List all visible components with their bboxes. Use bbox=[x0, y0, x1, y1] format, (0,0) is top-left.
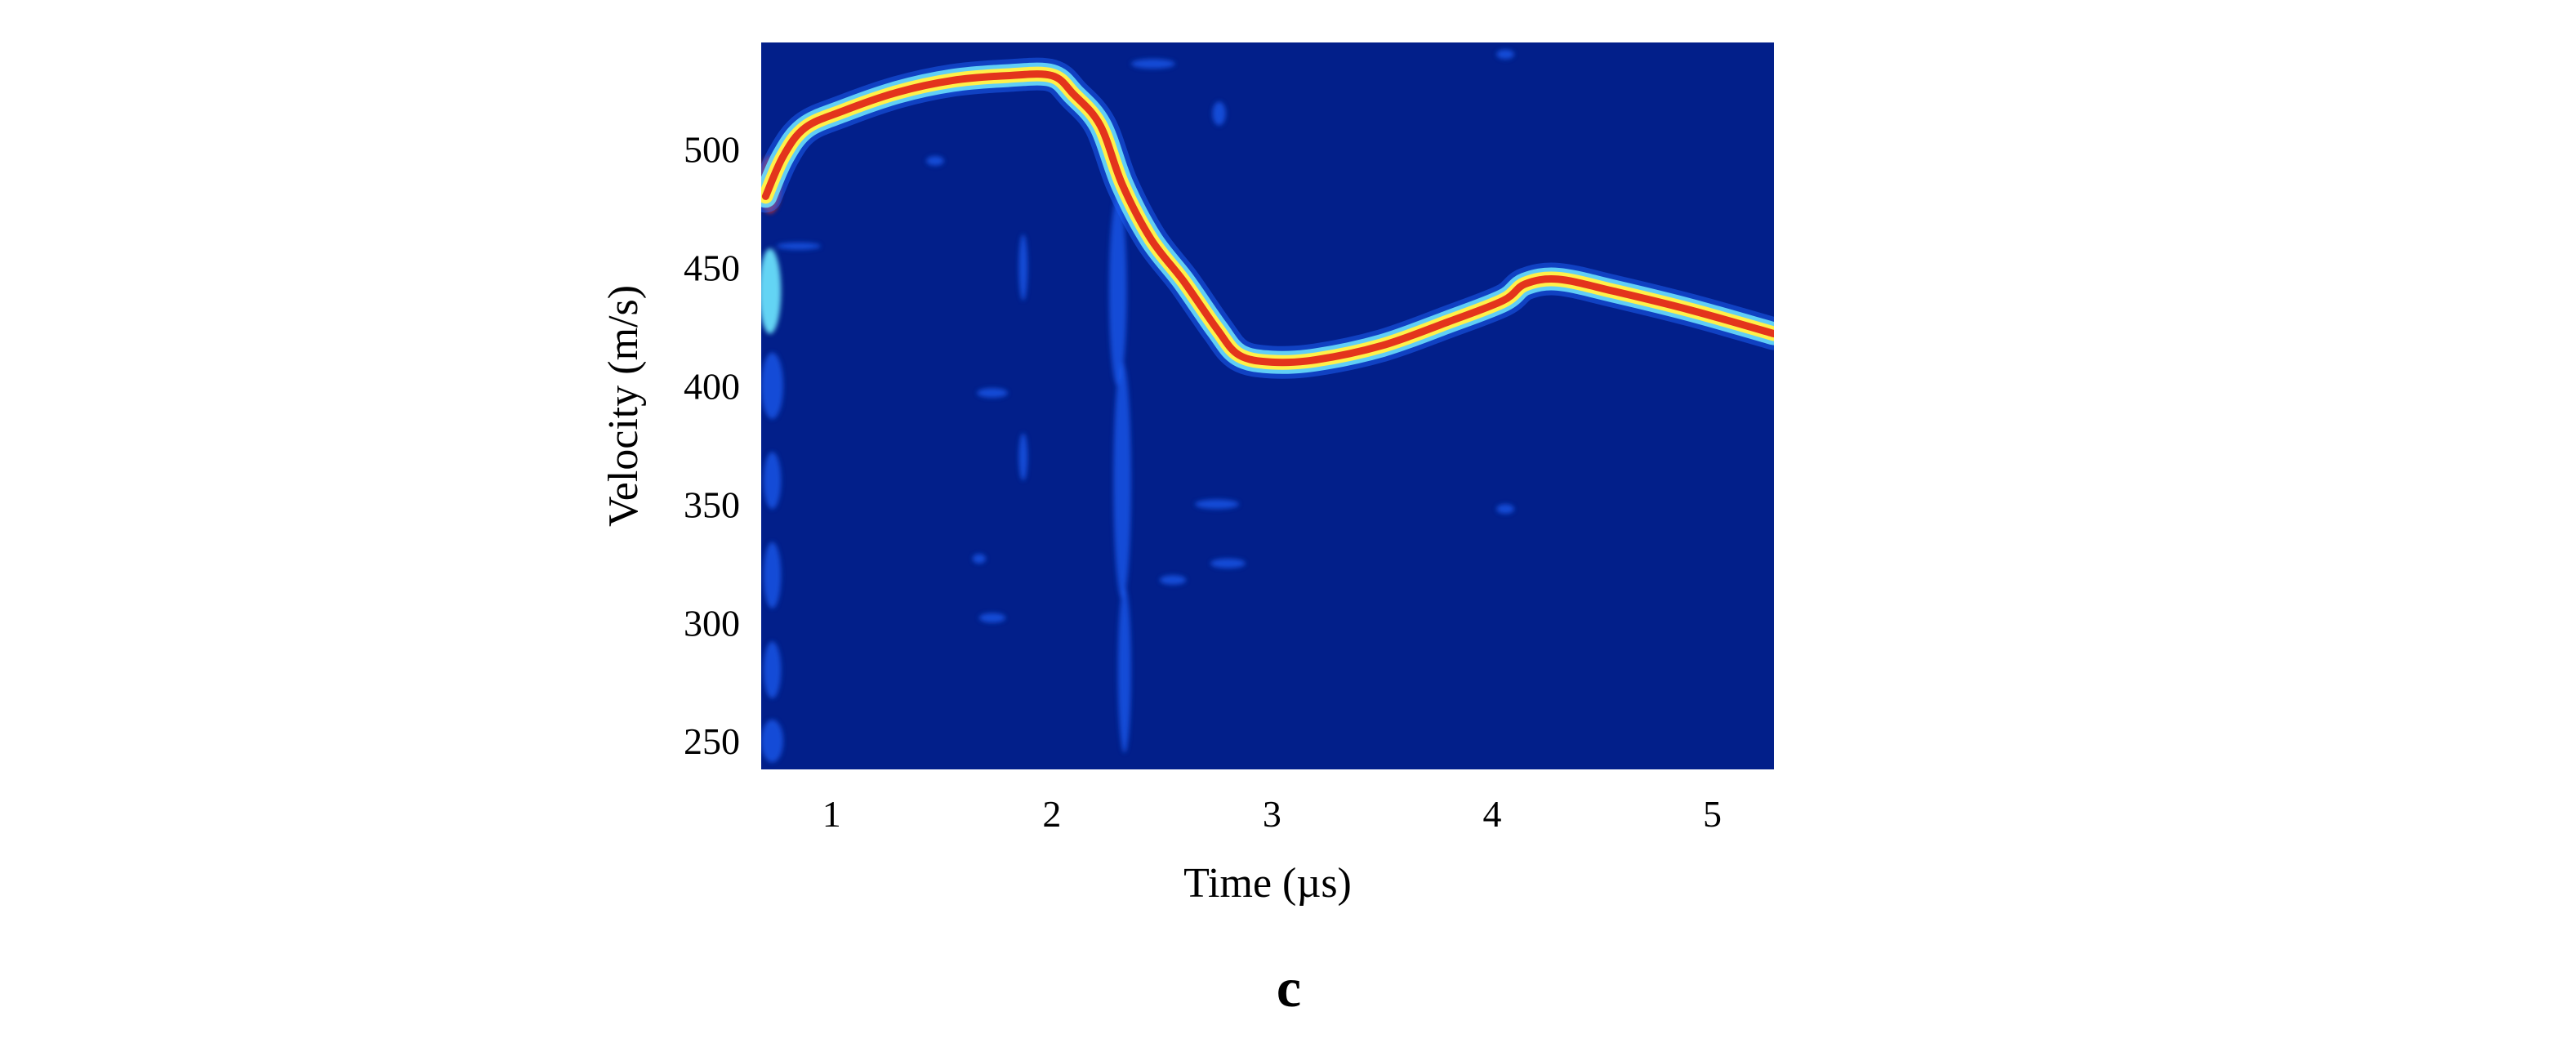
x-axis-ticks: 1 2 3 4 5 bbox=[822, 793, 1722, 835]
speckle-16 bbox=[1113, 362, 1131, 600]
x-tick-label-3: 4 bbox=[1482, 793, 1501, 835]
speckle-21 bbox=[1210, 558, 1246, 568]
y-tick-label-4: 450 bbox=[684, 247, 740, 288]
x-tick-label-1: 2 bbox=[1042, 793, 1061, 835]
speckle-12 bbox=[972, 554, 986, 564]
x-axis-label: Time (µs) bbox=[1183, 860, 1352, 907]
speckle-24 bbox=[1496, 49, 1514, 60]
speckle-4 bbox=[763, 542, 782, 608]
x-tick-label-4: 5 bbox=[1703, 793, 1722, 835]
y-tick-label-2: 350 bbox=[684, 484, 740, 525]
speckle-7 bbox=[776, 242, 821, 250]
speckle-19 bbox=[1159, 575, 1187, 585]
speckle-2 bbox=[761, 352, 783, 419]
speckle-9 bbox=[926, 156, 944, 166]
heatmap-background bbox=[761, 42, 1774, 769]
heatmap-ridge bbox=[761, 57, 1774, 379]
y-axis-label: Velocity (m/s) bbox=[600, 285, 647, 527]
panel-label: c bbox=[1277, 956, 1301, 1019]
y-tick-label-0: 250 bbox=[684, 720, 740, 762]
speckle-11 bbox=[978, 613, 1006, 623]
speckle-1 bbox=[761, 248, 782, 334]
y-tick-label-1: 300 bbox=[684, 602, 740, 644]
ridge-core-red bbox=[761, 70, 1774, 367]
x-tick-label-0: 1 bbox=[822, 793, 841, 835]
speckle-23 bbox=[1496, 504, 1514, 514]
speckle-3 bbox=[763, 452, 782, 510]
speckle-18 bbox=[1130, 59, 1175, 69]
speckle-6 bbox=[761, 720, 783, 763]
y-tick-label-3: 400 bbox=[684, 365, 740, 407]
speckle-10 bbox=[977, 388, 1008, 398]
x-tick-label-2: 3 bbox=[1263, 793, 1281, 835]
speckle-17 bbox=[1117, 586, 1131, 753]
y-tick-label-5: 500 bbox=[684, 128, 740, 170]
speckle-14 bbox=[1018, 433, 1028, 481]
speckle-5 bbox=[763, 641, 782, 699]
y-axis-ticks: 250 300 350 400 450 500 bbox=[684, 128, 740, 762]
speckle-20 bbox=[1195, 499, 1239, 510]
speckle-22 bbox=[1212, 101, 1226, 126]
speckle-13 bbox=[1018, 234, 1028, 301]
speckle-15 bbox=[1108, 196, 1127, 386]
